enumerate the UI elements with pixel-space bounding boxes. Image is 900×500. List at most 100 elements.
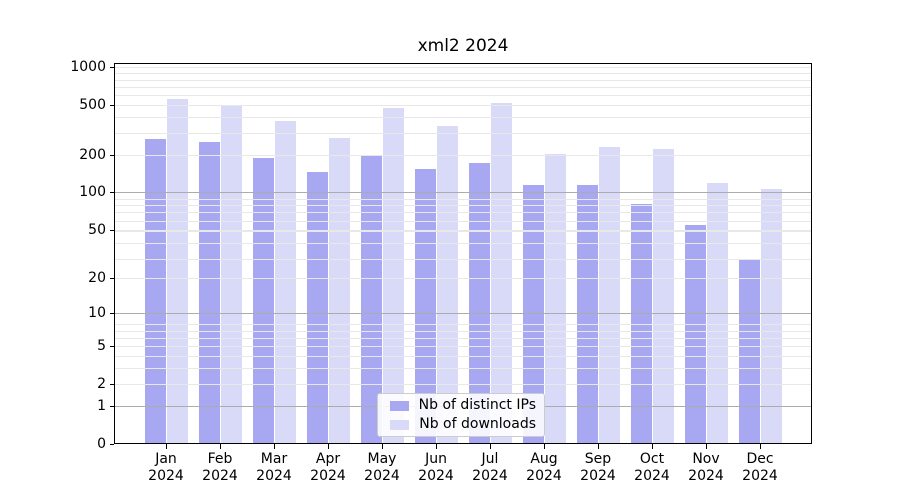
gridline-major bbox=[115, 313, 811, 314]
bar-downloads bbox=[382, 107, 404, 444]
bar-distinct_ips bbox=[738, 260, 760, 444]
x-tick-label: Feb 2024 bbox=[193, 451, 247, 485]
x-tick bbox=[598, 444, 599, 449]
gridline-minor bbox=[115, 324, 811, 325]
x-tick bbox=[274, 444, 275, 449]
x-tick bbox=[328, 444, 329, 449]
gridline-minor bbox=[115, 117, 811, 118]
y-tick-label: 1000 bbox=[70, 59, 106, 76]
bar-distinct_ips bbox=[144, 138, 166, 444]
x-tick-label: Oct 2024 bbox=[625, 451, 679, 485]
bar-distinct_ips bbox=[468, 163, 490, 444]
y-tick-label: 5 bbox=[97, 338, 106, 355]
y-tick-label: 1 bbox=[97, 398, 106, 415]
x-tick-year: 2024 bbox=[418, 468, 454, 484]
y-tick bbox=[110, 67, 114, 68]
y-tick-label: 20 bbox=[88, 270, 106, 287]
x-tick-month: Mar bbox=[260, 451, 288, 467]
y-tick-label: 100 bbox=[79, 184, 106, 201]
y-tick bbox=[110, 313, 114, 314]
gridline-minor bbox=[115, 73, 811, 74]
bar-downloads bbox=[544, 153, 566, 444]
gridline-minor bbox=[115, 212, 811, 213]
x-tick-year: 2024 bbox=[310, 468, 346, 484]
bar-downloads bbox=[328, 137, 350, 444]
bar-distinct_ips bbox=[198, 141, 220, 444]
x-tick-year: 2024 bbox=[148, 468, 184, 484]
y-tick-label: 0 bbox=[97, 436, 106, 452]
gridline-minor bbox=[115, 231, 811, 232]
x-tick bbox=[760, 444, 761, 449]
x-tick-label: Mar 2024 bbox=[247, 451, 301, 485]
legend-swatch-downloads bbox=[390, 419, 410, 430]
x-tick bbox=[166, 444, 167, 449]
x-tick-label: Jun 2024 bbox=[409, 451, 463, 485]
x-tick bbox=[220, 444, 221, 449]
y-tick-label: 200 bbox=[79, 146, 106, 163]
x-tick-year: 2024 bbox=[742, 468, 778, 484]
gridline-major bbox=[115, 192, 811, 193]
bar-distinct_ips bbox=[684, 224, 706, 444]
y-tick bbox=[110, 406, 114, 407]
gridline-minor bbox=[115, 95, 811, 96]
bar-distinct_ips bbox=[360, 155, 382, 444]
gridline-minor bbox=[115, 230, 811, 231]
bar-downloads bbox=[166, 99, 188, 444]
bar-distinct_ips bbox=[630, 203, 652, 444]
y-tick bbox=[110, 230, 114, 231]
y-tick-label: 2 bbox=[97, 376, 106, 393]
x-tick-year: 2024 bbox=[472, 468, 508, 484]
x-tick-label: Dec 2024 bbox=[733, 451, 787, 485]
gridline-minor bbox=[115, 67, 811, 68]
x-tick-month: Apr bbox=[315, 451, 341, 467]
gridline-minor bbox=[115, 346, 811, 347]
y-tick bbox=[110, 155, 114, 156]
x-tick-month: Feb bbox=[207, 451, 233, 467]
gridline-minor bbox=[115, 105, 811, 106]
y-tick bbox=[110, 278, 114, 279]
bar-downloads bbox=[220, 105, 242, 444]
legend-item-distinct-ips: Nb of distinct IPs bbox=[386, 398, 536, 413]
legend: Nb of distinct IPs Nb of downloads bbox=[377, 393, 545, 437]
x-tick-label: Nov 2024 bbox=[679, 451, 733, 485]
bar-downloads bbox=[490, 103, 512, 444]
bar-downloads bbox=[760, 189, 782, 444]
x-tick-label: Sep 2024 bbox=[571, 451, 625, 485]
x-tick-month: Jan bbox=[155, 451, 177, 467]
x-tick-label: Jul 2024 bbox=[463, 451, 517, 485]
gridline-minor bbox=[115, 384, 811, 385]
x-tick bbox=[652, 444, 653, 449]
gridline-minor bbox=[115, 199, 811, 200]
legend-swatch-distinct-ips bbox=[390, 400, 409, 411]
legend-item-downloads: Nb of downloads bbox=[386, 417, 536, 432]
y-tick-label: 50 bbox=[88, 221, 106, 238]
x-tick-year: 2024 bbox=[688, 468, 724, 484]
gridline-minor bbox=[115, 133, 811, 134]
x-tick bbox=[382, 444, 383, 449]
chart-title: xml2 2024 bbox=[417, 36, 509, 56]
y-tick bbox=[110, 444, 114, 445]
x-tick-month: Aug bbox=[530, 451, 558, 467]
bar-distinct_ips bbox=[414, 169, 436, 444]
y-tick-label: 10 bbox=[88, 305, 106, 322]
x-tick-month: Nov bbox=[692, 451, 720, 467]
x-tick-label: Jan 2024 bbox=[139, 451, 193, 485]
gridline-minor bbox=[115, 331, 811, 332]
gridline-minor bbox=[115, 87, 811, 88]
x-tick bbox=[490, 444, 491, 449]
x-tick-year: 2024 bbox=[580, 468, 616, 484]
x-tick-label: Apr 2024 bbox=[301, 451, 355, 485]
gridline-minor bbox=[115, 243, 811, 244]
gridline-minor bbox=[115, 155, 811, 156]
gridline-minor bbox=[115, 80, 811, 81]
gridline-minor bbox=[115, 338, 811, 339]
x-tick-month: Sep bbox=[584, 451, 612, 467]
bar-distinct_ips bbox=[306, 171, 328, 444]
x-tick-label: May 2024 bbox=[355, 451, 409, 485]
x-tick-year: 2024 bbox=[202, 468, 238, 484]
x-tick-month: Jul bbox=[481, 451, 499, 467]
x-tick bbox=[544, 444, 545, 449]
x-tick-month: Oct bbox=[639, 451, 665, 467]
x-tick-month: Jun bbox=[425, 451, 447, 467]
